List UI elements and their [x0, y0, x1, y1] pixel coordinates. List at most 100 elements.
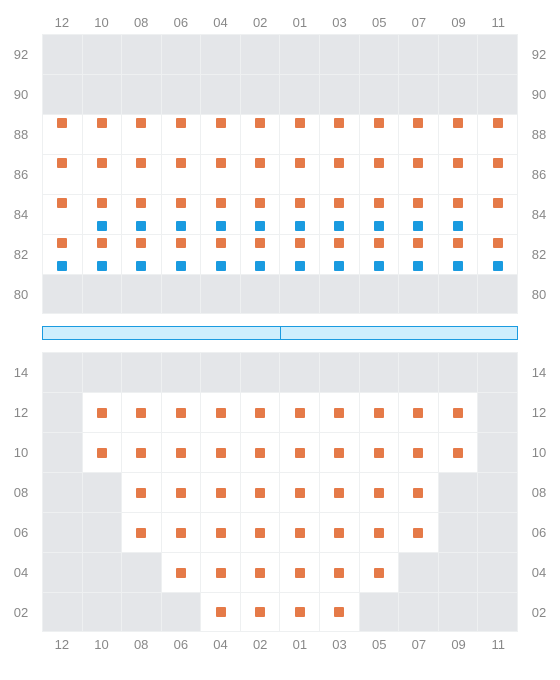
seat-cell[interactable] [161, 552, 201, 592]
seat-cell[interactable] [240, 114, 280, 154]
seat-cell[interactable] [319, 154, 359, 194]
seat-cell[interactable] [161, 154, 201, 194]
seat-cell[interactable] [319, 114, 359, 154]
seat-cell[interactable] [438, 194, 478, 234]
seat-cell[interactable] [200, 392, 240, 432]
seat-cell[interactable] [42, 194, 82, 234]
seat-cell[interactable] [240, 234, 280, 274]
seat-cell[interactable] [279, 114, 319, 154]
seat-cell[interactable] [161, 234, 201, 274]
seat-cell[interactable] [200, 592, 240, 632]
seat-cell[interactable] [240, 194, 280, 234]
seat-cell[interactable] [398, 234, 438, 274]
seat-cell[interactable] [438, 234, 478, 274]
seat-cell[interactable] [279, 552, 319, 592]
seat-cell[interactable] [82, 392, 122, 432]
seat-cell[interactable] [477, 114, 518, 154]
seat-cell[interactable] [161, 194, 201, 234]
seat-cell[interactable] [121, 512, 161, 552]
seat-cell[interactable] [200, 512, 240, 552]
seat-cell[interactable] [319, 194, 359, 234]
seat-cell[interactable] [398, 512, 438, 552]
seat-cell[interactable] [200, 552, 240, 592]
seat-cell[interactable] [319, 234, 359, 274]
seat-cell[interactable] [240, 432, 280, 472]
seat-marker-orange [334, 607, 344, 617]
seat-cell[interactable] [121, 234, 161, 274]
seat-cell[interactable] [359, 432, 399, 472]
seat-cell[interactable] [359, 512, 399, 552]
seat-cell[interactable] [82, 154, 122, 194]
seat-cell[interactable] [121, 194, 161, 234]
seat-cell[interactable] [240, 392, 280, 432]
seat-cell[interactable] [319, 432, 359, 472]
seat-cell[interactable] [82, 234, 122, 274]
seat-cell[interactable] [82, 432, 122, 472]
seat-cell[interactable] [161, 114, 201, 154]
seat-cell[interactable] [279, 234, 319, 274]
seat-cell[interactable] [477, 234, 518, 274]
seat-cell[interactable] [240, 472, 280, 512]
seat-cell[interactable] [359, 194, 399, 234]
seat-cell[interactable] [398, 472, 438, 512]
seat-cell[interactable] [200, 432, 240, 472]
seat-cell[interactable] [279, 392, 319, 432]
seat-cell[interactable] [82, 114, 122, 154]
seat-cell[interactable] [200, 472, 240, 512]
seat-cell[interactable] [398, 154, 438, 194]
seat-cell[interactable] [42, 234, 82, 274]
seat-cell[interactable] [161, 472, 201, 512]
seat-cell[interactable] [121, 154, 161, 194]
seat-cell[interactable] [121, 392, 161, 432]
column-label: 01 [280, 15, 320, 30]
seat-cell[interactable] [200, 114, 240, 154]
seat-cell[interactable] [359, 552, 399, 592]
seat-cell[interactable] [319, 592, 359, 632]
seat-marker-orange [493, 198, 503, 208]
seat-cell[interactable] [161, 432, 201, 472]
seat-cell[interactable] [477, 154, 518, 194]
seat-cell[interactable] [359, 234, 399, 274]
seat-cell[interactable] [438, 432, 478, 472]
seat-cell[interactable] [279, 512, 319, 552]
seat-cell[interactable] [438, 114, 478, 154]
seat-cell[interactable] [359, 154, 399, 194]
seat-cell[interactable] [200, 234, 240, 274]
seat-cell[interactable] [200, 194, 240, 234]
seat-cell[interactable] [359, 392, 399, 432]
seat-cell[interactable] [279, 154, 319, 194]
seat-cell[interactable] [240, 512, 280, 552]
seat-cell[interactable] [279, 472, 319, 512]
seat-cell[interactable] [398, 114, 438, 154]
seat-cell[interactable] [121, 114, 161, 154]
seat-cell[interactable] [161, 512, 201, 552]
seat-cell[interactable] [438, 392, 478, 432]
seat-cell[interactable] [438, 154, 478, 194]
seat-cell[interactable] [279, 432, 319, 472]
seat-cell[interactable] [279, 592, 319, 632]
seat-cell[interactable] [42, 114, 82, 154]
seat-cell[interactable] [240, 552, 280, 592]
seat-cell[interactable] [359, 472, 399, 512]
seat-cell [398, 352, 438, 392]
seat-cell[interactable] [279, 194, 319, 234]
seat-cell[interactable] [82, 194, 122, 234]
seat-cell[interactable] [319, 552, 359, 592]
seat-cell[interactable] [398, 392, 438, 432]
seat-cell [82, 512, 122, 552]
seat-cell[interactable] [398, 432, 438, 472]
seat-cell[interactable] [319, 392, 359, 432]
seat-cell[interactable] [42, 154, 82, 194]
seat-cell[interactable] [359, 114, 399, 154]
seat-cell[interactable] [398, 194, 438, 234]
seat-cell[interactable] [477, 194, 518, 234]
seat-cell[interactable] [161, 392, 201, 432]
seat-cell[interactable] [240, 592, 280, 632]
seat-cell[interactable] [319, 472, 359, 512]
seat-cell[interactable] [200, 154, 240, 194]
seat-cell[interactable] [319, 512, 359, 552]
row-label-left: 84 [0, 194, 42, 234]
seat-cell[interactable] [240, 154, 280, 194]
seat-cell[interactable] [121, 432, 161, 472]
seat-cell[interactable] [121, 472, 161, 512]
